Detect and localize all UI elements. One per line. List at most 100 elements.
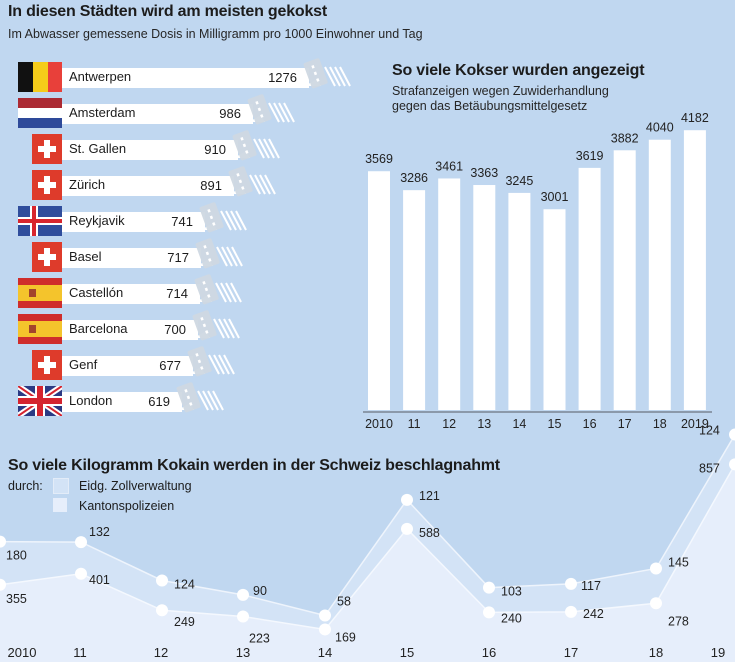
belgium-flag-icon xyxy=(18,62,62,92)
reports-bar xyxy=(578,167,601,410)
zoll-point xyxy=(565,577,577,590)
razor-blade-icon xyxy=(176,382,224,413)
zoll-value-label: 132 xyxy=(89,525,110,539)
razor-blade-icon xyxy=(228,166,276,197)
reports-value-label: 3001 xyxy=(541,190,569,204)
city-name: St. Gallen xyxy=(69,141,127,156)
kanton-point xyxy=(650,597,662,610)
city-value-label: 717 xyxy=(167,250,189,265)
cities-chart-subtitle: Im Abwasser gemessene Dosis in Milligram… xyxy=(8,27,423,41)
reports-value-label: 3619 xyxy=(576,149,604,163)
reports-subtitle-line2: gegen das Betäubungsmittelgesetz xyxy=(392,99,588,113)
city-row: Castellón 714 xyxy=(0,274,360,308)
reports-x-tick-label: 12 xyxy=(442,417,456,431)
razor-blade-icon xyxy=(195,238,243,269)
zoll-value-label: 124 xyxy=(174,577,195,591)
seizures-x-tick-label: 12 xyxy=(154,645,168,660)
reports-x-tick-label: 17 xyxy=(618,417,632,431)
seizures-chart-title: So viele Kilogramm Kokain werden in der … xyxy=(8,457,500,474)
reports-value-label: 3363 xyxy=(470,166,498,180)
razor-blade-icon xyxy=(187,346,235,377)
city-value-label: 1276 xyxy=(268,70,297,85)
city-name: Amsterdam xyxy=(69,105,136,120)
spain-flag-icon xyxy=(18,314,62,344)
reports-chart-subtitle: Strafanzeigen wegen Zuwiderhandlung gege… xyxy=(392,84,652,114)
city-row: Amsterdam 986 xyxy=(0,94,360,128)
city-name: Genf xyxy=(69,357,98,372)
city-bar xyxy=(62,356,193,376)
zoll-point xyxy=(319,609,331,622)
city-value-label: 700 xyxy=(164,322,186,337)
reports-value-label: 3286 xyxy=(400,171,428,185)
zoll-value-label: 117 xyxy=(581,579,601,593)
zoll-point xyxy=(75,536,87,549)
city-bar xyxy=(62,176,234,196)
spain-flag-icon xyxy=(18,278,62,308)
razor-blade-icon xyxy=(247,94,295,125)
reports-chart-title: So viele Kokser wurden angezeigt xyxy=(392,62,645,79)
city-bar xyxy=(62,320,198,340)
zoll-line xyxy=(0,434,735,617)
city-value-label: 986 xyxy=(219,106,241,121)
city-name: London xyxy=(69,393,113,408)
netherlands-flag-icon xyxy=(18,98,62,128)
kanton-value-label: 857 xyxy=(699,461,720,475)
seizures-x-tick-label: 16 xyxy=(482,645,496,660)
reports-bar xyxy=(683,130,706,411)
kanton-line xyxy=(0,463,735,631)
kanton-value-label: 355 xyxy=(6,592,27,606)
zoll-point xyxy=(0,535,6,548)
city-name: Basel xyxy=(69,249,102,264)
seizures-x-tick-label: 2010 xyxy=(8,645,37,660)
kanton-point xyxy=(237,610,249,623)
razor-blade-icon xyxy=(199,202,247,233)
zoll-value-label: 145 xyxy=(668,555,689,569)
iceland-flag-icon xyxy=(18,206,62,236)
zoll-value-label: 90 xyxy=(253,584,267,598)
kanton-value-label: 588 xyxy=(419,526,440,540)
city-bar xyxy=(62,140,238,160)
kanton-point xyxy=(75,567,87,580)
reports-bar xyxy=(613,150,636,411)
city-name: Castellón xyxy=(69,285,124,300)
city-bar xyxy=(62,248,201,268)
city-value-label: 910 xyxy=(204,142,226,157)
city-name: Barcelona xyxy=(69,321,128,336)
reports-x-tick-label: 18 xyxy=(653,417,667,431)
city-value-label: 891 xyxy=(200,178,222,193)
zoll-point xyxy=(401,493,413,506)
cities-chart-title: In diesen Städten wird am meisten gekoks… xyxy=(8,3,328,20)
zoll-value-label: 103 xyxy=(501,585,522,599)
city-bar xyxy=(62,284,200,304)
city-name: Reykjavik xyxy=(69,213,125,228)
seizures-x-tick-label: 17 xyxy=(564,645,578,660)
city-row: Basel 717 xyxy=(0,238,360,272)
legend-swatch-kanton xyxy=(53,498,67,512)
city-bar xyxy=(62,104,253,124)
city-value-label: 677 xyxy=(159,358,181,373)
reports-bar xyxy=(508,192,531,410)
zoll-point xyxy=(483,581,495,594)
city-row: London 619 xyxy=(0,382,360,419)
zoll-point xyxy=(237,588,249,601)
city-value-label: 741 xyxy=(171,214,193,229)
reports-x-tick-label: 2010 xyxy=(365,417,393,431)
reports-value-label: 4040 xyxy=(646,121,674,135)
city-row: St. Gallen 910 xyxy=(0,130,360,164)
city-row: Barcelona 700 xyxy=(0,310,360,344)
switzerland-flag-icon xyxy=(32,350,62,380)
city-row: Antwerpen 1276 xyxy=(0,58,360,92)
razor-blade-icon xyxy=(303,58,351,89)
city-row: Zürich 891 xyxy=(0,166,360,200)
zoll-value-label: 180 xyxy=(6,549,27,563)
city-row: Reykjavik 741 xyxy=(0,202,360,236)
city-name: Antwerpen xyxy=(69,69,132,84)
razor-blade-icon xyxy=(194,274,242,305)
reports-x-tick-label: 15 xyxy=(548,417,562,431)
reports-bar-chart: 3569 2010 3286 11 3461 12 3363 13 3245 14 3001 15 36… xyxy=(363,111,712,431)
zoll-value-label: 121 xyxy=(419,489,440,503)
kanton-value-label: 249 xyxy=(174,615,195,629)
reports-x-tick-label: 13 xyxy=(477,417,491,431)
reports-value-label: 3569 xyxy=(365,152,393,166)
